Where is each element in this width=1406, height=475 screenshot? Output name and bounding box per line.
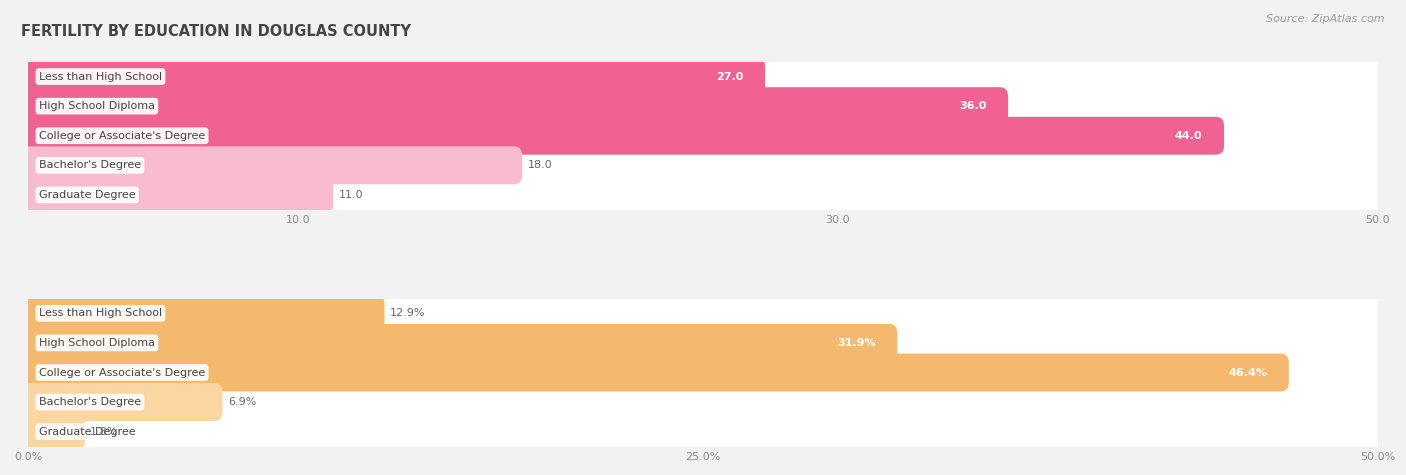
FancyBboxPatch shape bbox=[20, 176, 1386, 214]
Text: Bachelor's Degree: Bachelor's Degree bbox=[39, 397, 141, 407]
Text: 18.0: 18.0 bbox=[527, 161, 553, 171]
FancyBboxPatch shape bbox=[20, 87, 1386, 125]
FancyBboxPatch shape bbox=[20, 413, 84, 451]
Text: 31.9%: 31.9% bbox=[837, 338, 876, 348]
Text: Graduate Degree: Graduate Degree bbox=[39, 190, 135, 200]
Text: High School Diploma: High School Diploma bbox=[39, 338, 155, 348]
Text: 1.8%: 1.8% bbox=[90, 427, 118, 437]
FancyBboxPatch shape bbox=[20, 353, 1386, 391]
Text: High School Diploma: High School Diploma bbox=[39, 101, 155, 111]
Text: 12.9%: 12.9% bbox=[389, 308, 426, 318]
Text: Source: ZipAtlas.com: Source: ZipAtlas.com bbox=[1267, 14, 1385, 24]
Text: 6.9%: 6.9% bbox=[228, 397, 256, 407]
FancyBboxPatch shape bbox=[20, 146, 1386, 184]
FancyBboxPatch shape bbox=[20, 117, 1386, 155]
Text: 46.4%: 46.4% bbox=[1229, 368, 1267, 378]
Text: Bachelor's Degree: Bachelor's Degree bbox=[39, 161, 141, 171]
FancyBboxPatch shape bbox=[20, 57, 765, 95]
Text: 36.0: 36.0 bbox=[959, 101, 987, 111]
FancyBboxPatch shape bbox=[20, 294, 384, 332]
FancyBboxPatch shape bbox=[20, 87, 1008, 125]
FancyBboxPatch shape bbox=[20, 383, 222, 421]
FancyBboxPatch shape bbox=[20, 324, 1386, 362]
Text: FERTILITY BY EDUCATION IN DOUGLAS COUNTY: FERTILITY BY EDUCATION IN DOUGLAS COUNTY bbox=[21, 24, 411, 39]
FancyBboxPatch shape bbox=[20, 146, 522, 184]
Text: Graduate Degree: Graduate Degree bbox=[39, 427, 135, 437]
FancyBboxPatch shape bbox=[20, 324, 897, 362]
Text: College or Associate's Degree: College or Associate's Degree bbox=[39, 131, 205, 141]
FancyBboxPatch shape bbox=[20, 117, 1225, 155]
FancyBboxPatch shape bbox=[20, 294, 1386, 332]
Text: Less than High School: Less than High School bbox=[39, 72, 162, 82]
FancyBboxPatch shape bbox=[20, 413, 1386, 451]
FancyBboxPatch shape bbox=[20, 176, 333, 214]
FancyBboxPatch shape bbox=[20, 57, 1386, 95]
FancyBboxPatch shape bbox=[20, 383, 1386, 421]
Text: 27.0: 27.0 bbox=[716, 72, 744, 82]
Text: 44.0: 44.0 bbox=[1175, 131, 1202, 141]
Text: College or Associate's Degree: College or Associate's Degree bbox=[39, 368, 205, 378]
FancyBboxPatch shape bbox=[20, 353, 1289, 391]
Text: 11.0: 11.0 bbox=[339, 190, 363, 200]
Text: Less than High School: Less than High School bbox=[39, 308, 162, 318]
